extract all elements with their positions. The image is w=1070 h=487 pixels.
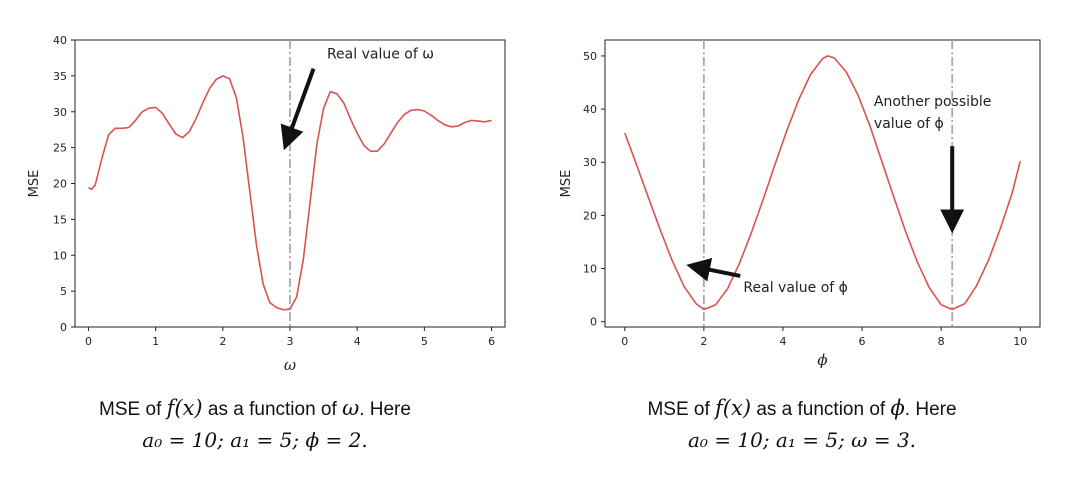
caption-text: MSE of (99, 399, 167, 420)
x-axis-label: ω (284, 356, 296, 374)
caption-text: MSE of (647, 399, 716, 420)
y-tick-label: 0 (60, 321, 67, 334)
x-tick-label: 8 (938, 335, 945, 348)
y-tick-label: 0 (590, 316, 597, 329)
plot-frame (604, 39, 1041, 328)
y-tick-label: 5 (60, 285, 67, 298)
phi-chart: 0 2 4 6 8 10 0 10 20 30 40 50 ϕ MSE Real value of ϕ Ano… (559, 39, 1041, 369)
annotation-text: value of ϕ (874, 116, 944, 132)
y-tick-label: 20 (53, 178, 67, 191)
caption-math-var: ω (342, 396, 360, 420)
caption-text: . Here (904, 399, 957, 420)
x-tick-label: 2 (219, 335, 226, 348)
caption-phi: MSE of f(x) as a function of ϕ. Here a₀ … (562, 393, 1042, 455)
y-tick-label: 50 (583, 50, 597, 63)
x-tick-label: 0 (621, 335, 628, 348)
annotation-arrow (280, 68, 316, 151)
annotation-arrow (686, 257, 741, 282)
y-axis-label: MSE (559, 170, 574, 198)
x-tick-label: 5 (421, 335, 428, 348)
annotation-text: Another possible (874, 94, 992, 110)
x-tick-label: 2 (700, 335, 707, 348)
y-tick-label: 25 (53, 142, 67, 155)
caption-text: as a function of (751, 399, 891, 420)
y-tick-label: 35 (53, 70, 67, 83)
y-tick-label: 30 (583, 156, 597, 169)
x-tick-label: 0 (85, 335, 92, 348)
x-tick-label: 3 (287, 335, 294, 348)
x-tick-label: 4 (779, 335, 786, 348)
y-tick-label: 40 (583, 103, 597, 116)
omega-chart: 0 1 2 3 4 5 6 0 5 10 15 20 25 30 35 40 ω MSE Real value of… (27, 34, 506, 374)
x-tick-label: 6 (488, 335, 495, 348)
y-axis-label: MSE (27, 170, 42, 198)
x-axis-label: ϕ (817, 351, 827, 369)
caption-omega: MSE of f(x) as a function of ω. Here a₀ … (20, 393, 490, 455)
caption-line-2: a₀ = 10; a₁ = 5; ϕ = 2. (142, 428, 368, 452)
caption-line-1: MSE of f(x) as a function of ω. Here (20, 393, 490, 425)
mse-series-line (88, 75, 492, 311)
y-tick-label: 30 (53, 106, 67, 119)
x-tick-label: 1 (152, 335, 159, 348)
annotation-text: Real value of ω (327, 47, 434, 63)
caption-text: as a function of (202, 399, 343, 420)
x-tick-label: 10 (1013, 335, 1027, 348)
caption-math-fx: f(x) (166, 396, 203, 420)
y-tick-label: 20 (583, 209, 597, 222)
y-tick-label: 15 (53, 213, 67, 226)
mse-series-line (624, 55, 1021, 311)
caption-line-2: a₀ = 10; a₁ = 5; ω = 3. (687, 428, 917, 452)
x-tick-label: 4 (354, 335, 361, 348)
caption-math-fx: f(x) (715, 396, 752, 420)
annotation-text: Real value of ϕ (743, 280, 848, 296)
y-tick-label: 10 (53, 249, 67, 262)
y-tick-label: 40 (53, 34, 67, 47)
x-tick-label: 6 (859, 335, 866, 348)
caption-text: . Here (359, 399, 411, 420)
y-tick-label: 10 (583, 263, 597, 276)
caption-line-1: MSE of f(x) as a function of ϕ. Here (562, 393, 1042, 425)
caption-math-var: ϕ (890, 396, 905, 420)
